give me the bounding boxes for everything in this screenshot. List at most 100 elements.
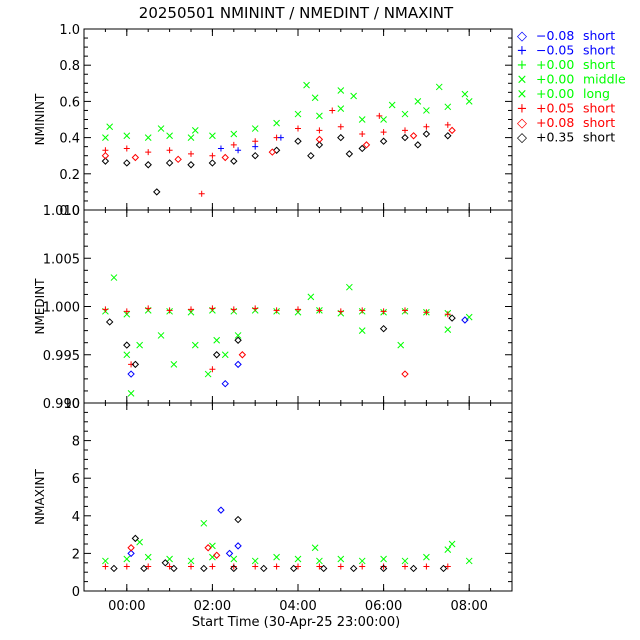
legend-entry: + −0.05 short [517,43,616,59]
legend-kind: long [583,86,610,101]
data-point [294,555,302,563]
data-point [337,563,344,570]
data-point [465,557,473,565]
data-point [234,515,242,524]
legend-entry: + +0.05 short [517,101,616,117]
data-point [444,326,452,334]
data-point [349,564,358,573]
data-point [166,147,173,154]
data-point [230,141,237,148]
data-point [131,153,140,162]
series--0-05-short [102,563,451,570]
data-point [234,542,242,550]
data-point [448,540,456,548]
data-point [188,563,194,570]
data-point [144,134,152,141]
series--0-00-long [102,274,473,397]
data-point [311,94,319,102]
legend-entry: + +0.00 short [517,57,616,73]
data-point [188,150,194,157]
data-point [397,341,405,349]
legend-value: +0.05 [536,101,574,116]
data-point [230,564,238,573]
data-point [127,549,135,558]
data-point [123,341,131,349]
legend-symbol: + [517,44,528,59]
data-point [221,351,229,359]
data-point [359,563,366,570]
legend-symbol: + [517,102,528,117]
data-point [350,92,357,100]
data-point [311,544,319,552]
legend-value: +0.00 [536,86,574,101]
series--0-05-short [102,107,451,197]
data-point [315,141,324,149]
data-point [465,98,473,105]
data-point [358,557,366,565]
x-axis: 00:00 02:00 04:00 06:00 08:00 [108,599,488,614]
data-point [102,563,109,570]
data-point [359,307,366,314]
data-point [337,87,345,94]
legend-entry: ◇ +0.08 short [517,115,615,131]
data-point [128,361,135,368]
legend-entry: × +0.00 middle [517,72,626,88]
data-point [166,563,173,570]
data-point [337,308,344,315]
data-point [319,564,328,573]
data-point [273,307,280,314]
data-point [166,132,173,140]
data-point [414,98,422,105]
data-point [165,159,174,167]
y-tick-label: 1.000 [43,301,80,316]
plot-frame [83,402,513,592]
x-tick-label: 06:00 [365,599,402,614]
data-point [127,370,135,378]
data-point [252,563,259,570]
data-point [316,112,323,120]
data-point [170,564,178,573]
data-point [290,564,298,573]
legend-kind: short [583,57,615,72]
data-point [252,305,259,312]
legend-symbol: × [517,87,528,102]
data-point [102,557,109,565]
data-point [212,351,221,359]
data-point [123,308,130,315]
legend-symbol: + [517,58,528,73]
series--0-08-short [127,544,221,559]
legend-symbol: ◇ [517,29,527,44]
data-point [157,125,165,132]
data-point [127,389,135,397]
data-point [225,549,234,558]
y-tick-label: 0.990 [43,397,80,412]
data-point [102,134,109,141]
data-point [191,341,199,349]
data-point [358,144,366,153]
data-point [379,564,388,573]
data-point [110,274,118,281]
data-point [260,564,268,573]
data-point [110,564,118,573]
y-tick-label: 0.0 [59,204,80,219]
data-point [315,135,324,144]
series--0-35-short [105,314,456,369]
data-point [209,305,216,312]
data-point [230,555,238,563]
data-point [145,149,152,156]
y-tick-label: 0.995 [43,349,80,364]
data-point [101,151,110,160]
data-point [204,370,212,378]
series--0-35-short [101,130,452,196]
data-point [439,564,448,573]
data-point [423,553,430,561]
data-point [380,563,387,570]
legend-entry: ◇ −0.08 short [517,28,615,44]
y-tick-label: 2 [72,547,80,562]
data-point [153,188,161,196]
data-point [423,309,430,316]
y-tick-label: 10 [63,397,80,412]
data-point [187,161,195,169]
legend: ◇ −0.08 short + −0.05 short + +0.00 short × +0.00 m… [517,28,626,146]
data-point [444,121,451,128]
